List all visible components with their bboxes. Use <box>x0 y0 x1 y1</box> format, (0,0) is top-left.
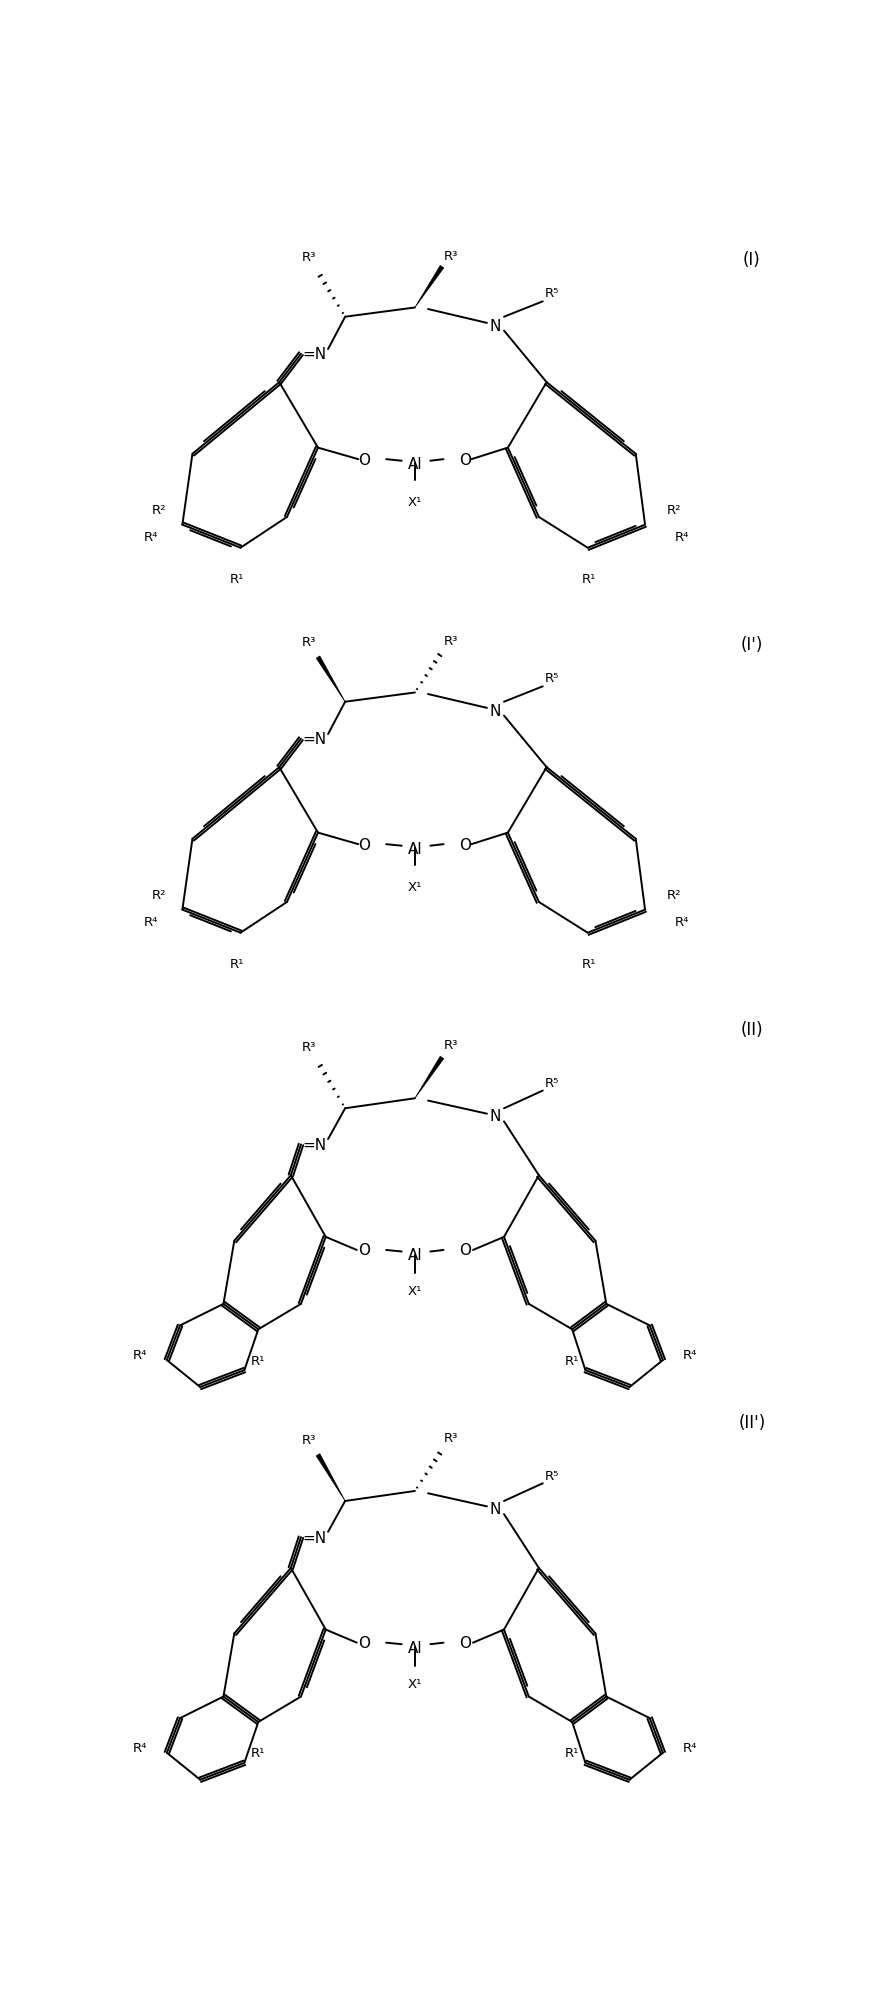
Text: Al: Al <box>407 1640 421 1654</box>
Text: R²: R² <box>667 888 681 902</box>
Text: R⁴: R⁴ <box>674 914 688 928</box>
Polygon shape <box>315 658 345 702</box>
Text: R⁴: R⁴ <box>682 1740 696 1754</box>
Text: =N: =N <box>302 347 326 363</box>
Text: =N: =N <box>302 1530 326 1546</box>
Text: R¹: R¹ <box>229 958 243 970</box>
Text: R³: R³ <box>443 1039 458 1051</box>
Text: O: O <box>459 453 471 467</box>
Text: =N: =N <box>302 1137 326 1153</box>
Text: R⁵: R⁵ <box>544 672 559 684</box>
Text: (I): (I) <box>742 251 760 269</box>
Text: R⁵: R⁵ <box>544 1470 559 1482</box>
Text: R³: R³ <box>302 636 315 650</box>
Text: O: O <box>459 1243 471 1257</box>
Text: R¹: R¹ <box>581 958 596 970</box>
Text: O: O <box>459 838 471 852</box>
Text: R³: R³ <box>443 634 458 648</box>
Text: R⁵: R⁵ <box>544 1077 559 1091</box>
Text: N: N <box>488 319 500 335</box>
Text: =N: =N <box>302 732 326 746</box>
Text: (I'): (I') <box>740 636 762 654</box>
Text: X¹: X¹ <box>408 1285 421 1297</box>
Text: R⁴: R⁴ <box>144 914 158 928</box>
Text: X¹: X¹ <box>408 1676 421 1690</box>
Text: Al: Al <box>407 842 421 856</box>
Polygon shape <box>315 1454 345 1502</box>
Text: N: N <box>488 704 500 720</box>
Polygon shape <box>415 267 443 309</box>
Text: R¹: R¹ <box>581 573 596 585</box>
Text: R⁴: R⁴ <box>132 1740 147 1754</box>
Text: R¹: R¹ <box>251 1746 265 1760</box>
Text: (II): (II) <box>740 1021 762 1039</box>
Text: R⁴: R⁴ <box>144 531 158 543</box>
Text: N: N <box>488 1502 500 1516</box>
Text: X¹: X¹ <box>408 495 421 509</box>
Text: R¹: R¹ <box>229 573 243 585</box>
Text: (II'): (II') <box>738 1414 765 1432</box>
Text: O: O <box>358 453 370 467</box>
Text: R¹: R¹ <box>251 1353 265 1367</box>
Text: R³: R³ <box>302 1434 315 1446</box>
Text: Al: Al <box>407 1247 421 1263</box>
Text: R³: R³ <box>443 249 458 263</box>
Text: R³: R³ <box>443 1432 458 1444</box>
Text: R⁵: R⁵ <box>544 287 559 299</box>
Text: R³: R³ <box>302 251 315 265</box>
Text: R²: R² <box>152 503 166 517</box>
Text: R¹: R¹ <box>564 1746 579 1760</box>
Text: R²: R² <box>667 503 681 517</box>
Text: O: O <box>459 1636 471 1650</box>
Text: N: N <box>488 1109 500 1125</box>
Text: X¹: X¹ <box>408 880 421 894</box>
Text: R⁴: R⁴ <box>132 1349 147 1361</box>
Text: O: O <box>358 838 370 852</box>
Polygon shape <box>415 1057 443 1099</box>
Text: R³: R³ <box>302 1041 315 1055</box>
Text: O: O <box>358 1636 370 1650</box>
Text: R¹: R¹ <box>564 1353 579 1367</box>
Text: O: O <box>358 1243 370 1257</box>
Text: R²: R² <box>152 888 166 902</box>
Text: R⁴: R⁴ <box>674 531 688 543</box>
Text: R⁴: R⁴ <box>682 1349 696 1361</box>
Text: Al: Al <box>407 457 421 471</box>
